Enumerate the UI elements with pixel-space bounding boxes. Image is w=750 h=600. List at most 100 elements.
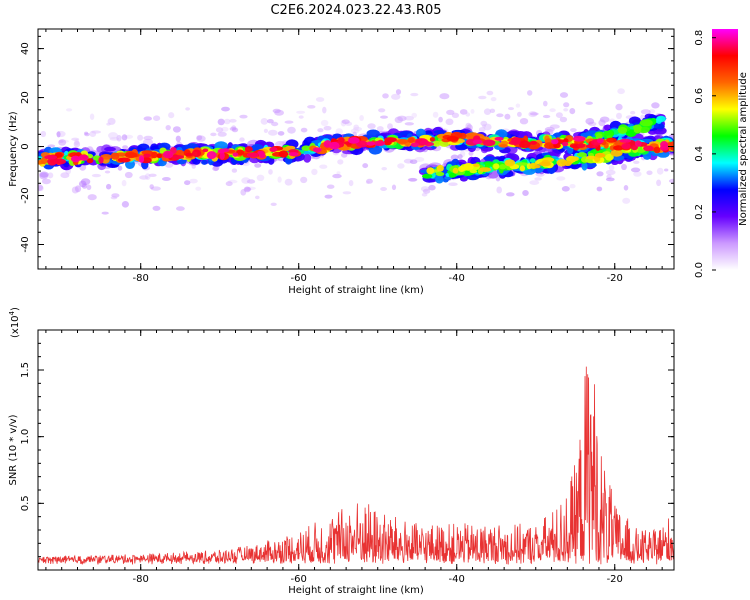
heatmap-cell [539, 161, 551, 167]
heatmap-cell [38, 184, 43, 191]
heatmap-cell [356, 140, 368, 148]
heatmap-cell [217, 118, 225, 126]
heatmap-cell [86, 184, 92, 191]
heatmap-cell [404, 122, 414, 126]
heatmap-cell [529, 112, 539, 116]
heatmap-cell [342, 191, 352, 195]
heatmap-cell [478, 95, 487, 100]
heatmap-cell [556, 176, 566, 181]
heatmap-cell [668, 178, 674, 184]
heatmap-cell [504, 159, 516, 167]
heatmap-cell [457, 154, 463, 160]
heatmap-cell [396, 139, 409, 144]
heatmap-cell [633, 160, 640, 164]
heatmap-cell [73, 140, 81, 148]
colorbar: 0.0 0.2 0.4 0.6 0.8 Normalized spectral ampl… [694, 29, 749, 278]
heatmap-cell [424, 142, 435, 147]
heatmap-cell [121, 179, 127, 187]
heatmap-cell [278, 150, 289, 158]
heatmap-cell [329, 141, 340, 150]
heatmap-cell [217, 131, 227, 137]
heatmap-cell [664, 168, 669, 172]
heatmap-cell [563, 102, 570, 108]
heatmap-cell [268, 169, 273, 175]
heatmap-cell [225, 181, 233, 187]
heatmap-cell [559, 92, 569, 98]
heatmap-cell [100, 154, 112, 160]
x-tick-label: -20 [607, 574, 623, 585]
heatmap-cell [559, 116, 568, 123]
heatmap-cell [212, 166, 219, 172]
heatmap-x-label: Height of straight line (km) [288, 285, 424, 296]
heatmap-cell [348, 180, 354, 187]
heatmap-cell [605, 153, 614, 161]
heatmap-layer [38, 88, 674, 215]
heatmap-cell [124, 171, 133, 179]
heatmap-cell [124, 152, 138, 159]
heatmap-cell [189, 178, 198, 184]
colorbar-gradient [712, 29, 738, 270]
heatmap-cell [70, 155, 81, 163]
colorbar-tick-label: 0.4 [694, 146, 705, 162]
x-tick-label: -20 [607, 273, 623, 284]
x-tick-label: -80 [133, 273, 149, 284]
x-tick-label: -40 [449, 273, 465, 284]
heatmap-cell [517, 111, 522, 117]
heatmap-cell [149, 184, 154, 190]
heatmap-cell [496, 186, 503, 194]
heatmap-cell [436, 164, 444, 172]
heatmap-cell [435, 175, 444, 184]
heatmap-cell [78, 154, 89, 161]
heatmap-cell [490, 97, 497, 102]
heatmap-cell [232, 152, 239, 157]
heatmap-cell [621, 143, 631, 150]
heatmap-cell [139, 175, 149, 180]
heatmap-cell [433, 130, 447, 134]
snr-y-ticks: 0.5 1.0 1.5 [20, 342, 674, 571]
heatmap-cell [529, 180, 540, 186]
heatmap-cell [141, 150, 153, 155]
heatmap-cell [617, 88, 625, 95]
heatmap-cell [576, 152, 588, 158]
snr-x-ticks: -80 -60 -40 -20 [45, 330, 663, 585]
heatmap-cell [301, 145, 311, 151]
heatmap-cell [376, 126, 384, 132]
heatmap-cell [104, 170, 111, 174]
heatmap-cell [391, 184, 397, 191]
heatmap-cell [122, 145, 128, 150]
colorbar-ticks: 0.0 0.2 0.4 0.6 0.8 [694, 30, 716, 278]
heatmap-cell [168, 112, 175, 119]
heatmap-cell [201, 159, 208, 165]
heatmap-cell [236, 149, 245, 156]
heatmap-cell [486, 90, 494, 96]
heatmap-cell [669, 141, 674, 147]
heatmap-frame [37, 28, 675, 270]
heatmap-cell [395, 89, 402, 95]
heatmap-cell [348, 137, 360, 144]
heatmap-cell [219, 151, 225, 160]
heatmap-cell [359, 115, 364, 121]
heatmap-cell [172, 126, 181, 133]
y-tick-label: 0 [20, 143, 31, 149]
heatmap-cell [651, 102, 660, 109]
heatmap-cell [640, 109, 651, 115]
heatmap-cell [480, 120, 488, 127]
heatmap-cell [271, 121, 279, 127]
heatmap-cell [185, 152, 194, 157]
heatmap-cell [341, 152, 348, 158]
heatmap-cell [429, 137, 435, 142]
heatmap-cell [562, 141, 569, 147]
heatmap-cell [153, 115, 161, 121]
heatmap-cell [111, 193, 120, 198]
heatmap-cell [394, 116, 403, 124]
heatmap-cell [315, 97, 325, 102]
heatmap-cell [298, 115, 304, 119]
heatmap-cell [534, 164, 541, 169]
heatmap-cell [635, 140, 642, 147]
y-tick-label: 1.0 [20, 429, 31, 445]
heatmap-cell [143, 153, 151, 158]
heatmap-cell [527, 90, 533, 96]
heatmap-cell [653, 146, 661, 154]
heatmap-cell [303, 153, 312, 163]
heatmap-cell [621, 163, 627, 171]
